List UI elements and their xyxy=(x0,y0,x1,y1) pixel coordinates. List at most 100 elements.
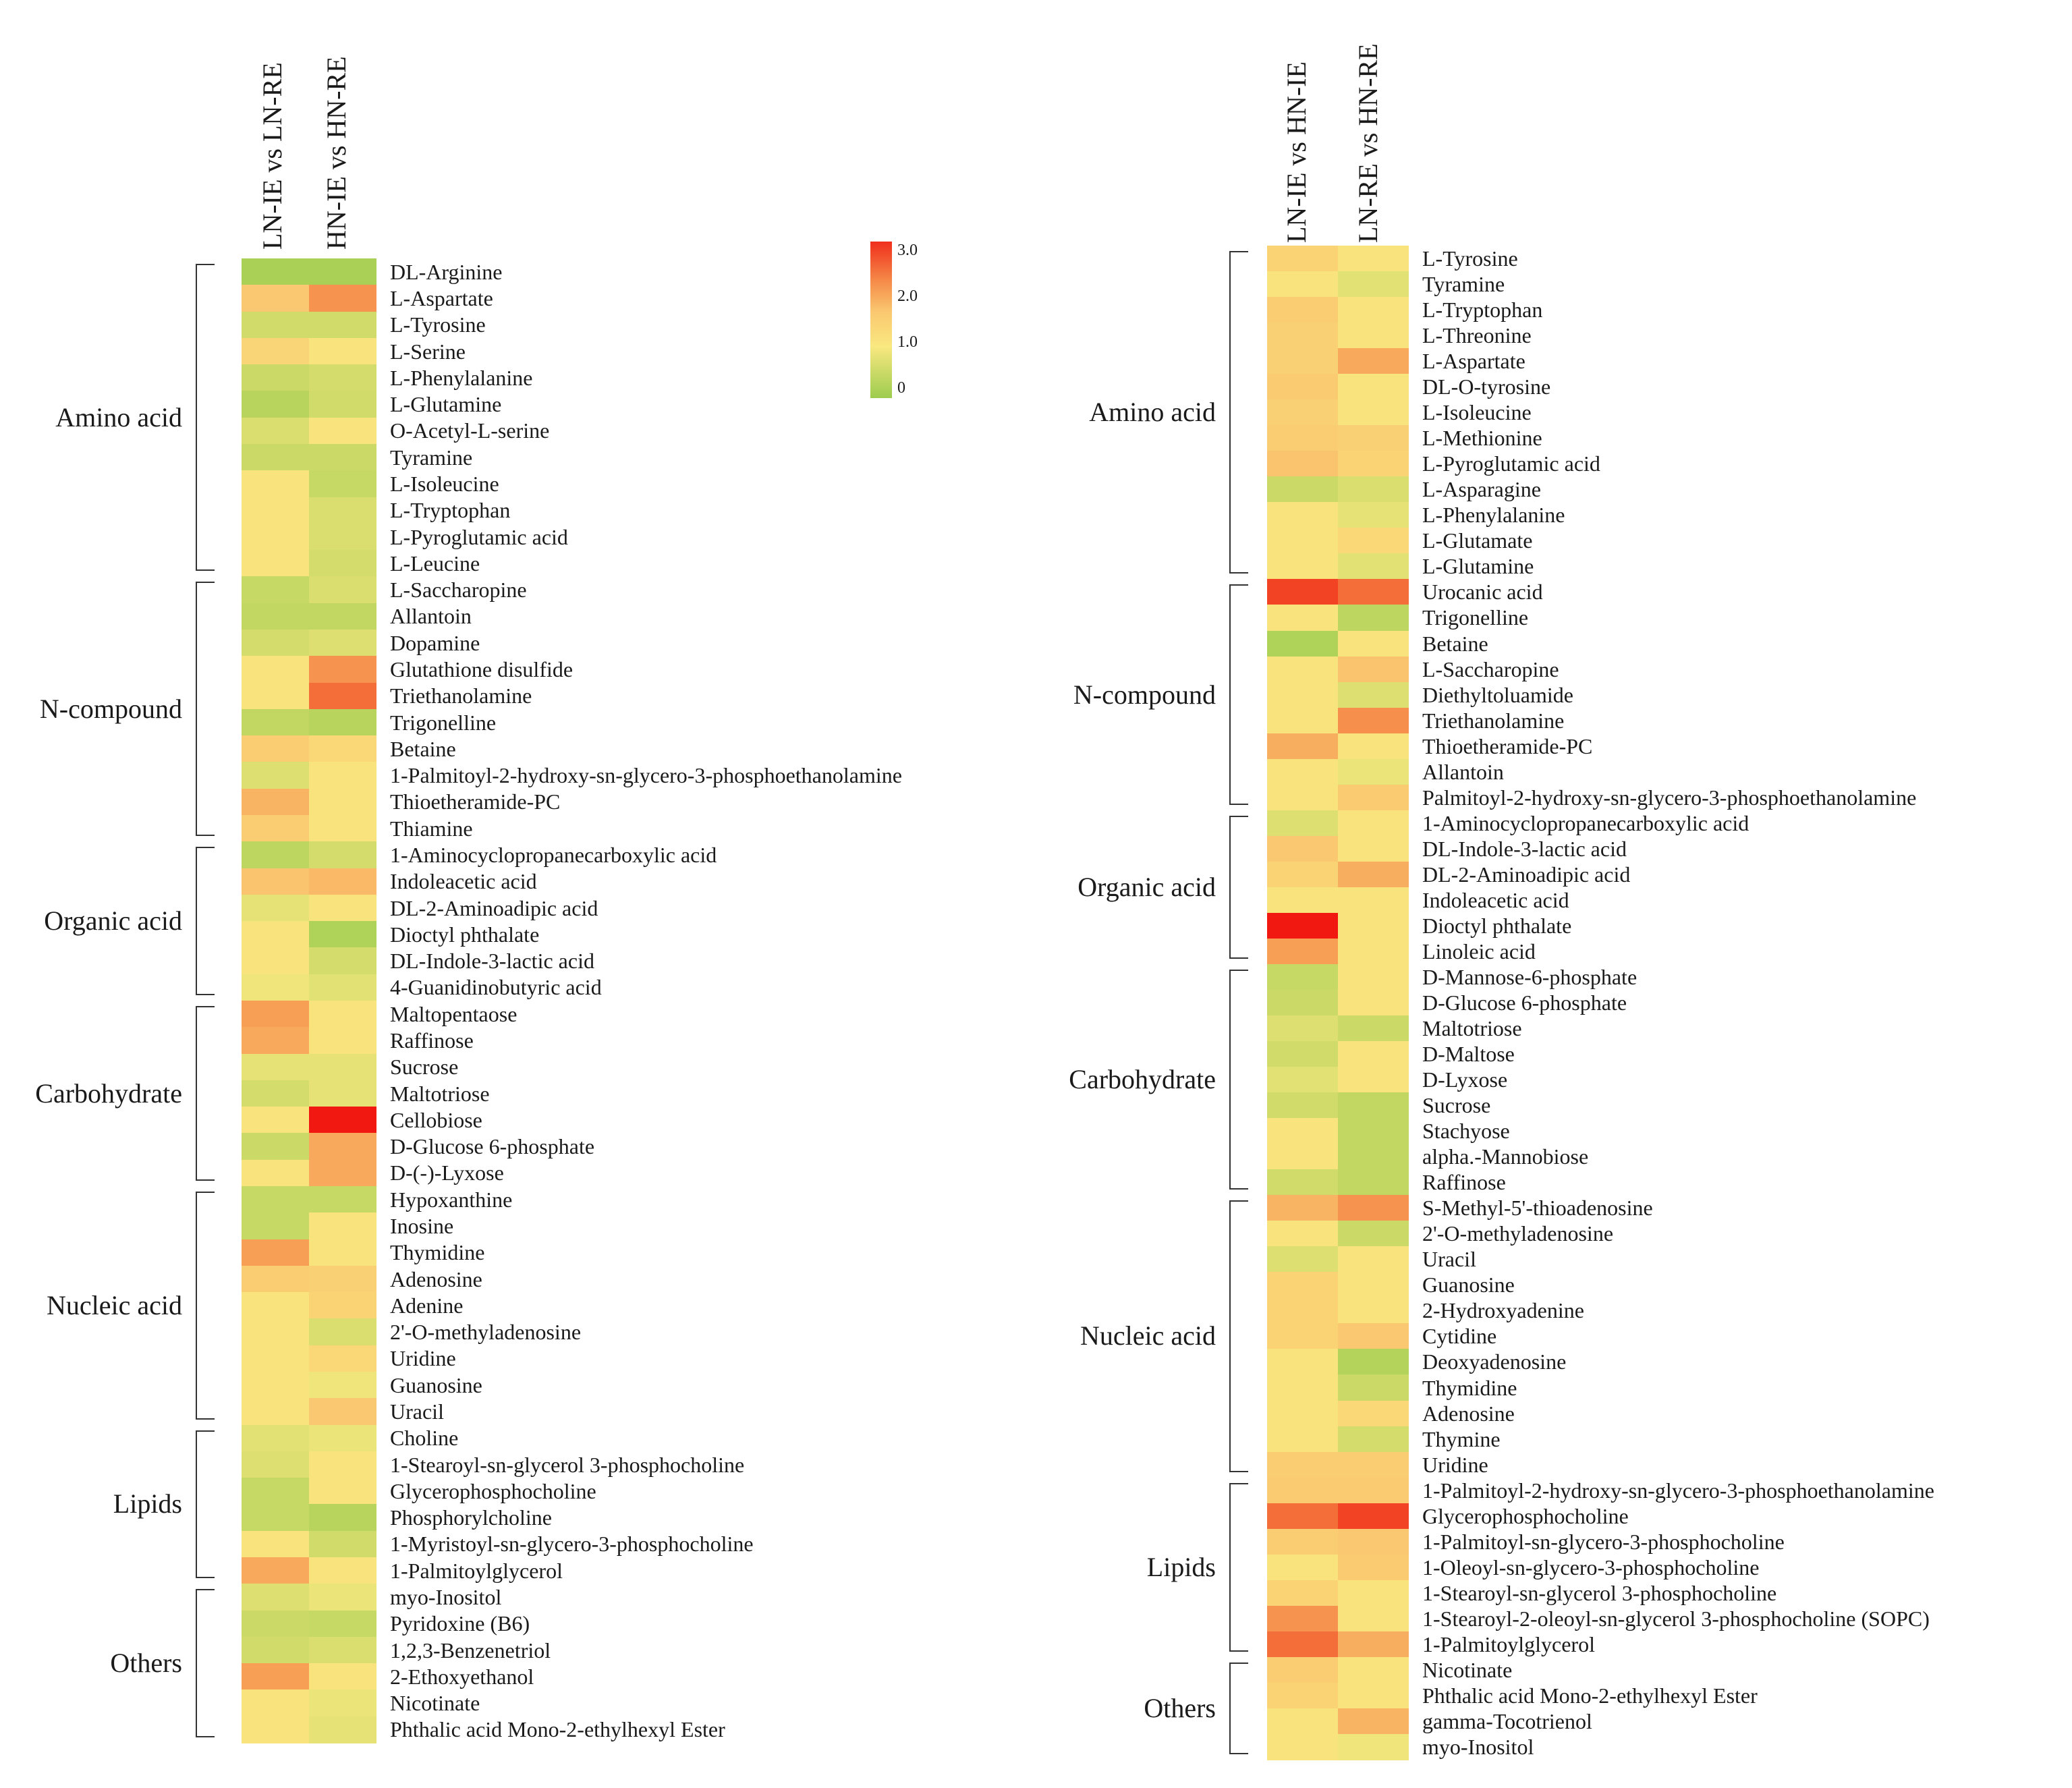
heatmap-cell xyxy=(1338,1041,1409,1067)
heatmap-cell xyxy=(1338,733,1409,760)
row-label: Dopamine xyxy=(390,630,480,655)
heatmap-cell xyxy=(309,630,376,656)
group-label: Carbohydrate xyxy=(1069,1064,1216,1095)
row-label: myo-Inositol xyxy=(390,1584,502,1609)
heatmap-cell xyxy=(1338,1169,1409,1196)
group-bracket xyxy=(196,1430,215,1579)
heatmap-cell xyxy=(309,947,376,975)
heatmap-cell xyxy=(1267,246,1338,272)
heatmap-cell xyxy=(242,841,309,869)
row-label: DL-Indole-3-lactic acid xyxy=(390,949,594,974)
row-label: Trigonelline xyxy=(390,710,497,735)
row-label: Indoleacetic acid xyxy=(1422,887,1569,912)
row-label: gamma-Tocotrienol xyxy=(1422,1708,1592,1733)
legend-tick-2: 2.0 xyxy=(897,287,918,305)
row-label: Trigonelline xyxy=(1422,605,1529,630)
row-label: D-(-)-Lyxose xyxy=(390,1161,504,1185)
heatmap-cell xyxy=(242,974,309,1001)
heatmap-cell xyxy=(1338,1272,1409,1298)
heatmap-cell xyxy=(309,1318,376,1346)
heatmap-cell xyxy=(309,444,376,471)
group-label: Carbohydrate xyxy=(35,1078,182,1109)
row-label: L-Tryptophan xyxy=(390,498,511,523)
row-label: Cellobiose xyxy=(390,1107,482,1132)
heatmap-cell xyxy=(1338,1118,1409,1144)
row-label: L-Serine xyxy=(390,339,466,364)
heatmap-cell xyxy=(1338,1221,1409,1247)
group-label: N-compound xyxy=(39,693,182,724)
color-scale-bar xyxy=(870,242,892,398)
heatmap-cell xyxy=(309,841,376,869)
heatmap-cell xyxy=(1338,1144,1409,1170)
heatmap-cell xyxy=(1338,989,1409,1016)
heatmap-cell xyxy=(309,1530,376,1558)
row-label: Maltotriose xyxy=(390,1081,490,1106)
heatmap-cell xyxy=(1338,605,1409,632)
row-label: DL-O-tyrosine xyxy=(1422,374,1551,399)
heatmap-cell xyxy=(1267,528,1338,554)
heatmap-cell xyxy=(1267,1297,1338,1324)
heatmap-cell xyxy=(1338,1067,1409,1093)
row-label: Glycerophosphocholine xyxy=(390,1478,596,1503)
heatmap-cell xyxy=(1267,656,1338,683)
heatmap-cell xyxy=(1338,1349,1409,1376)
heatmap-cell xyxy=(1338,1682,1409,1709)
heatmap-cell xyxy=(1338,681,1409,708)
heatmap-cell xyxy=(242,1504,309,1532)
heatmap-cell xyxy=(1338,630,1409,657)
heatmap-cell xyxy=(242,921,309,949)
row-label: Phthalic acid Mono-2-ethylhexyl Ester xyxy=(1422,1683,1758,1708)
heatmap-cell xyxy=(309,470,376,498)
heatmap-cell xyxy=(1338,784,1409,811)
heatmap-cell xyxy=(242,735,309,763)
row-label: L-Tyrosine xyxy=(1422,246,1518,271)
row-label: Uridine xyxy=(390,1346,456,1371)
heatmap-cell xyxy=(242,788,309,816)
heatmap-cell xyxy=(309,523,376,551)
heatmap-cell xyxy=(1338,528,1409,554)
heatmap-cell xyxy=(1338,271,1409,298)
heatmap-cell xyxy=(1267,1221,1338,1247)
row-label: Thymidine xyxy=(390,1240,485,1265)
row-label: Adenosine xyxy=(390,1266,482,1291)
heatmap-cell xyxy=(1267,553,1338,580)
heatmap-cell xyxy=(242,497,309,524)
heatmap-cell xyxy=(1338,1503,1409,1530)
heatmap-cell xyxy=(1267,476,1338,503)
row-label: L-Glutamine xyxy=(390,392,502,417)
group-label: Organic acid xyxy=(44,905,182,937)
heatmap-cell xyxy=(1267,963,1338,990)
heatmap-cell xyxy=(1338,1554,1409,1581)
heatmap-cell xyxy=(1338,656,1409,683)
row-label: D-Maltose xyxy=(1422,1042,1515,1067)
heatmap-cell xyxy=(1338,1580,1409,1607)
heatmap-cell xyxy=(1338,297,1409,323)
heatmap-cell xyxy=(309,1372,376,1399)
heatmap-cell xyxy=(1267,271,1338,298)
row-label: L-Aspartate xyxy=(1422,349,1525,374)
row-label: Dioctyl phthalate xyxy=(1422,913,1572,938)
heatmap-cell xyxy=(1267,1426,1338,1453)
heatmap-cell xyxy=(309,1557,376,1584)
heatmap-cell xyxy=(242,1080,309,1107)
row-label: L-Pyroglutamic acid xyxy=(1422,451,1600,476)
row-label: L-Asparagine xyxy=(1422,477,1541,502)
heatmap-cell xyxy=(309,1186,376,1213)
row-label: Nicotinate xyxy=(1422,1657,1513,1682)
heatmap-cell xyxy=(1267,605,1338,632)
row-label: DL-2-Aminoadipic acid xyxy=(1422,862,1631,887)
heatmap-cell xyxy=(309,1159,376,1187)
heatmap-cell xyxy=(309,1451,376,1478)
heatmap-cell xyxy=(242,682,309,710)
heatmap-cell xyxy=(242,1663,309,1691)
heatmap-cell xyxy=(1338,374,1409,400)
group-label: Nucleic acid xyxy=(47,1289,182,1320)
row-label: 1,2,3-Benzenetriol xyxy=(390,1638,551,1663)
heatmap-cell xyxy=(1267,1144,1338,1170)
heatmap-cell xyxy=(1267,348,1338,374)
row-label: L-Pyroglutamic acid xyxy=(390,524,568,549)
heatmap-cell xyxy=(1338,861,1409,888)
row-label: D-Glucose 6-phosphate xyxy=(390,1134,595,1159)
heatmap-cell xyxy=(1338,810,1409,837)
column-label: HN-IE vs HN-RE xyxy=(321,56,352,250)
